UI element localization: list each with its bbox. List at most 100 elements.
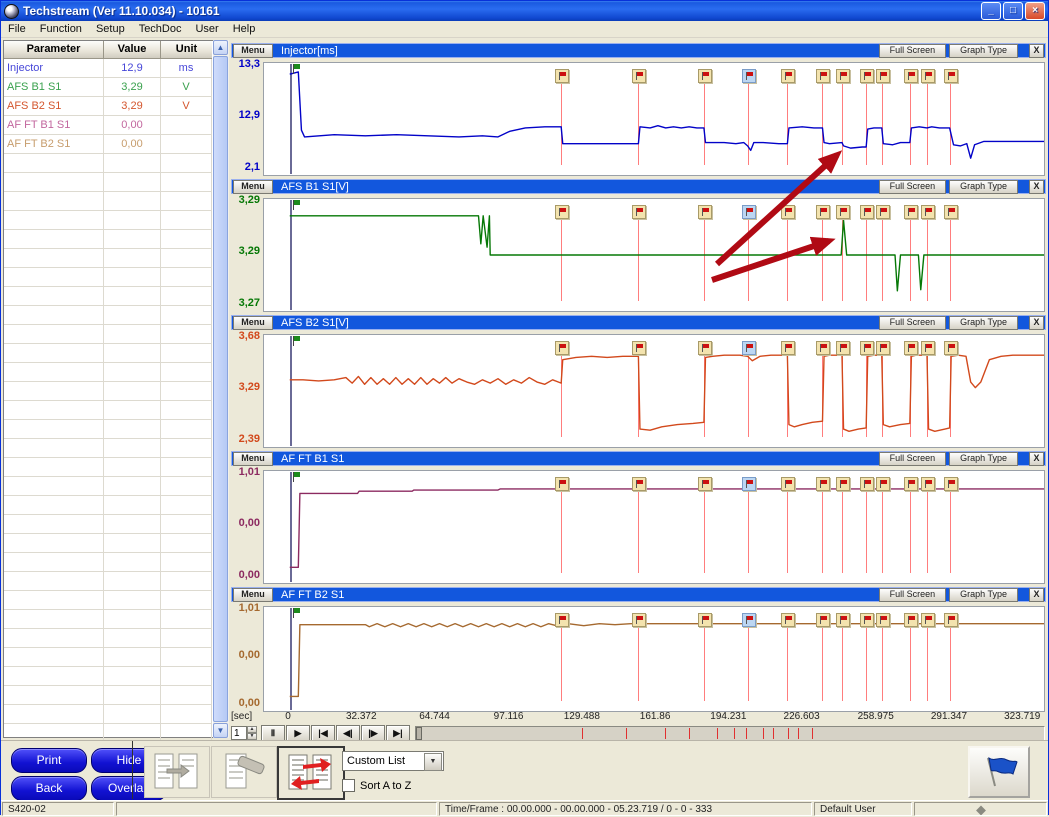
graph-close-button[interactable]: X bbox=[1029, 43, 1044, 58]
table-row[interactable]: AFS B1 S1 3,29 V bbox=[4, 78, 214, 97]
red-flag-marker-icon[interactable] bbox=[903, 477, 918, 491]
red-flag-marker-icon[interactable] bbox=[835, 613, 850, 627]
plot-area-afs-b1-s1[interactable] bbox=[263, 198, 1045, 312]
blue-flag-marker-icon[interactable] bbox=[741, 69, 756, 83]
red-flag-marker-icon[interactable] bbox=[697, 69, 712, 83]
red-flag-marker-icon[interactable] bbox=[555, 205, 570, 219]
menu-techdoc[interactable]: TechDoc bbox=[138, 23, 182, 35]
sort-a-to-z-checkbox[interactable] bbox=[342, 779, 355, 792]
table-scrollbar[interactable]: ▲ ▼ bbox=[213, 40, 229, 738]
spin-down-icon[interactable]: ▼ bbox=[247, 733, 257, 740]
plot-area-afs-b2-s1[interactable] bbox=[263, 334, 1045, 448]
menu-setup[interactable]: Setup bbox=[95, 23, 125, 35]
swap-custom-list-button[interactable] bbox=[277, 746, 345, 800]
graph-type-button[interactable]: Graph Type bbox=[949, 587, 1018, 602]
red-flag-marker-icon[interactable] bbox=[835, 205, 850, 219]
red-flag-marker-icon[interactable] bbox=[903, 205, 918, 219]
blue-flag-marker-icon[interactable] bbox=[741, 613, 756, 627]
graph-menu-button[interactable]: Menu bbox=[233, 43, 273, 58]
graph-menu-button[interactable]: Menu bbox=[233, 315, 273, 330]
playback-slider-thumb[interactable] bbox=[416, 726, 422, 740]
table-row-empty[interactable] bbox=[4, 439, 214, 458]
pause-button[interactable]: Ⅱ bbox=[261, 724, 285, 742]
full-screen-button[interactable]: Full Screen bbox=[878, 451, 947, 466]
parameter-table-header[interactable]: Parameter Value Unit bbox=[4, 41, 214, 59]
red-flag-marker-icon[interactable] bbox=[943, 477, 958, 491]
red-flag-marker-icon[interactable] bbox=[697, 341, 712, 355]
table-row-empty[interactable] bbox=[4, 610, 214, 629]
red-flag-marker-icon[interactable] bbox=[943, 205, 958, 219]
red-flag-marker-icon[interactable] bbox=[632, 69, 647, 83]
table-row-empty[interactable] bbox=[4, 420, 214, 439]
table-row-empty[interactable] bbox=[4, 572, 214, 591]
red-flag-marker-icon[interactable] bbox=[632, 205, 647, 219]
red-flag-marker-icon[interactable] bbox=[697, 205, 712, 219]
full-screen-button[interactable]: Full Screen bbox=[878, 587, 947, 602]
table-row-empty[interactable] bbox=[4, 344, 214, 363]
red-flag-marker-icon[interactable] bbox=[921, 613, 935, 627]
menu-function[interactable]: Function bbox=[39, 23, 82, 35]
skip-to-start-button[interactable]: |◀ bbox=[311, 724, 335, 742]
plot-area-af-ft-b1-s1[interactable] bbox=[263, 470, 1045, 584]
graph-menu-button[interactable]: Menu bbox=[233, 179, 273, 194]
graph-close-button[interactable]: X bbox=[1029, 587, 1044, 602]
step-back-button[interactable]: ◀| bbox=[336, 724, 360, 742]
red-flag-marker-icon[interactable] bbox=[632, 341, 647, 355]
red-flag-marker-icon[interactable] bbox=[781, 69, 796, 83]
red-flag-marker-icon[interactable] bbox=[555, 341, 570, 355]
red-flag-marker-icon[interactable] bbox=[860, 205, 875, 219]
table-row-empty[interactable] bbox=[4, 591, 214, 610]
frame-step-spinner[interactable]: ▲ ▼ bbox=[247, 726, 257, 740]
menu-file[interactable]: File bbox=[8, 23, 26, 35]
red-flag-marker-icon[interactable] bbox=[697, 477, 712, 491]
table-row-empty[interactable] bbox=[4, 192, 214, 211]
table-row[interactable]: AFS B2 S1 3,29 V bbox=[4, 97, 214, 116]
full-screen-button[interactable]: Full Screen bbox=[878, 43, 947, 58]
table-row[interactable]: AF FT B1 S1 0,00 bbox=[4, 116, 214, 135]
red-flag-marker-icon[interactable] bbox=[835, 341, 850, 355]
table-row-empty[interactable] bbox=[4, 553, 214, 572]
full-screen-button[interactable]: Full Screen bbox=[878, 179, 947, 194]
menu-user[interactable]: User bbox=[195, 23, 219, 35]
red-flag-marker-icon[interactable] bbox=[860, 477, 875, 491]
table-row-empty[interactable] bbox=[4, 173, 214, 192]
table-row-empty[interactable] bbox=[4, 401, 214, 420]
red-flag-marker-icon[interactable] bbox=[921, 69, 935, 83]
red-flag-marker-icon[interactable] bbox=[835, 69, 850, 83]
table-row-empty[interactable] bbox=[4, 287, 214, 306]
red-flag-marker-icon[interactable] bbox=[816, 613, 831, 627]
scroll-down-icon[interactable]: ▼ bbox=[213, 723, 228, 738]
red-flag-marker-icon[interactable] bbox=[875, 341, 890, 355]
red-flag-marker-icon[interactable] bbox=[875, 205, 890, 219]
plot-area-af-ft-b2-s1[interactable] bbox=[263, 606, 1045, 712]
red-flag-marker-icon[interactable] bbox=[860, 613, 875, 627]
red-flag-marker-icon[interactable] bbox=[875, 69, 890, 83]
red-flag-marker-icon[interactable] bbox=[903, 613, 918, 627]
red-flag-marker-icon[interactable] bbox=[943, 341, 958, 355]
red-flag-marker-icon[interactable] bbox=[555, 69, 570, 83]
red-flag-marker-icon[interactable] bbox=[816, 205, 831, 219]
close-button[interactable]: × bbox=[1025, 2, 1045, 20]
red-flag-marker-icon[interactable] bbox=[860, 341, 875, 355]
playback-slider[interactable] bbox=[415, 725, 1045, 741]
back-button[interactable]: Back bbox=[11, 776, 87, 801]
table-row[interactable]: Injector 12,9 ms bbox=[4, 59, 214, 78]
red-flag-marker-icon[interactable] bbox=[816, 477, 831, 491]
red-flag-marker-icon[interactable] bbox=[875, 613, 890, 627]
red-flag-marker-icon[interactable] bbox=[921, 477, 935, 491]
chevron-down-icon[interactable]: ▼ bbox=[424, 753, 442, 771]
red-flag-marker-icon[interactable] bbox=[903, 69, 918, 83]
red-flag-marker-icon[interactable] bbox=[816, 69, 831, 83]
table-row-empty[interactable] bbox=[4, 477, 214, 496]
plot-area-injector[interactable] bbox=[263, 62, 1045, 176]
print-button[interactable]: Print bbox=[11, 748, 87, 773]
red-flag-marker-icon[interactable] bbox=[781, 613, 796, 627]
red-flag-marker-icon[interactable] bbox=[835, 477, 850, 491]
red-flag-marker-icon[interactable] bbox=[555, 477, 570, 491]
table-row-empty[interactable] bbox=[4, 648, 214, 667]
table-row-empty[interactable] bbox=[4, 211, 214, 230]
graph-type-button[interactable]: Graph Type bbox=[949, 451, 1018, 466]
blue-flag-marker-icon[interactable] bbox=[741, 341, 756, 355]
table-row-empty[interactable] bbox=[4, 667, 214, 686]
table-row-empty[interactable] bbox=[4, 705, 214, 724]
